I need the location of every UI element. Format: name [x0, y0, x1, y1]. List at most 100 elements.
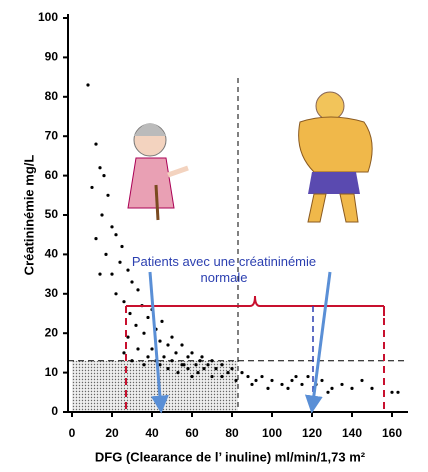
point — [226, 371, 229, 374]
point — [246, 375, 249, 378]
point — [136, 347, 139, 350]
point — [146, 355, 149, 358]
point — [186, 355, 189, 358]
point — [162, 355, 165, 358]
point — [160, 320, 163, 323]
point — [104, 253, 107, 256]
x-tick-label: 20 — [105, 426, 119, 440]
point — [180, 343, 183, 346]
point — [206, 363, 209, 366]
annotation: Patients avec une créatininémie normale — [126, 254, 322, 286]
point — [290, 379, 293, 382]
point — [360, 379, 363, 382]
point — [86, 83, 89, 86]
point — [220, 375, 223, 378]
page: 0102030405060708090100020406080100120140… — [0, 0, 428, 472]
x-tick-label: 140 — [342, 426, 362, 440]
point — [114, 233, 117, 236]
point — [100, 213, 103, 216]
strong-man — [299, 92, 373, 222]
point — [266, 387, 269, 390]
point — [94, 237, 97, 240]
point — [306, 375, 309, 378]
point — [136, 288, 139, 291]
point — [98, 273, 101, 276]
y-tick-label: 10 — [45, 365, 59, 379]
point — [128, 312, 131, 315]
point — [102, 174, 105, 177]
y-tick-label: 90 — [45, 50, 59, 64]
y-axis-label: Créatininémie mg/L — [21, 155, 36, 276]
x-tick-label: 0 — [69, 426, 76, 440]
point — [158, 339, 161, 342]
x-tick-label: 40 — [145, 426, 159, 440]
point — [130, 359, 133, 362]
point — [214, 367, 217, 370]
point — [220, 363, 223, 366]
x-tick-label: 120 — [302, 426, 322, 440]
point — [190, 375, 193, 378]
y-tick-label: 0 — [51, 404, 58, 418]
point — [196, 371, 199, 374]
point — [142, 363, 145, 366]
y-tick-label: 100 — [38, 10, 58, 24]
x-tick-label: 80 — [225, 426, 239, 440]
point — [146, 316, 149, 319]
point — [176, 371, 179, 374]
y-tick-label: 50 — [45, 207, 59, 221]
point — [120, 245, 123, 248]
x-tick-label: 100 — [262, 426, 282, 440]
point — [174, 351, 177, 354]
point — [114, 292, 117, 295]
point — [166, 343, 169, 346]
point — [200, 355, 203, 358]
point — [166, 367, 169, 370]
point — [294, 375, 297, 378]
point — [106, 194, 109, 197]
point — [260, 375, 263, 378]
point — [254, 379, 257, 382]
point — [118, 261, 121, 264]
point — [202, 367, 205, 370]
point — [230, 367, 233, 370]
y-tick-label: 20 — [45, 325, 59, 339]
point — [320, 379, 323, 382]
point — [94, 142, 97, 145]
x-tick-label: 160 — [382, 426, 402, 440]
point — [186, 367, 189, 370]
x-tick-label: 60 — [185, 426, 199, 440]
y-tick-label: 70 — [45, 128, 59, 142]
point — [210, 359, 213, 362]
point — [194, 363, 197, 366]
point — [240, 371, 243, 374]
point — [270, 379, 273, 382]
point — [110, 225, 113, 228]
normal-zone — [72, 361, 238, 412]
point — [326, 391, 329, 394]
point — [250, 383, 253, 386]
point — [350, 387, 353, 390]
point — [396, 391, 399, 394]
point — [150, 347, 153, 350]
point — [390, 391, 393, 394]
point — [122, 300, 125, 303]
point — [134, 324, 137, 327]
point — [170, 359, 173, 362]
point — [198, 359, 201, 362]
point — [110, 273, 113, 276]
arrow — [312, 272, 330, 410]
point — [98, 166, 101, 169]
point — [280, 383, 283, 386]
point — [340, 383, 343, 386]
point — [234, 379, 237, 382]
old-woman — [128, 123, 188, 220]
point — [286, 387, 289, 390]
point — [142, 332, 145, 335]
point — [300, 383, 303, 386]
point — [330, 387, 333, 390]
x-axis-label: DFG (Clearance de l’ inuline) ml/min/1,7… — [95, 449, 366, 464]
y-tick-label: 80 — [45, 89, 59, 103]
chart: 0102030405060708090100020406080100120140… — [0, 0, 428, 472]
y-tick-label: 30 — [45, 286, 59, 300]
point — [190, 351, 193, 354]
